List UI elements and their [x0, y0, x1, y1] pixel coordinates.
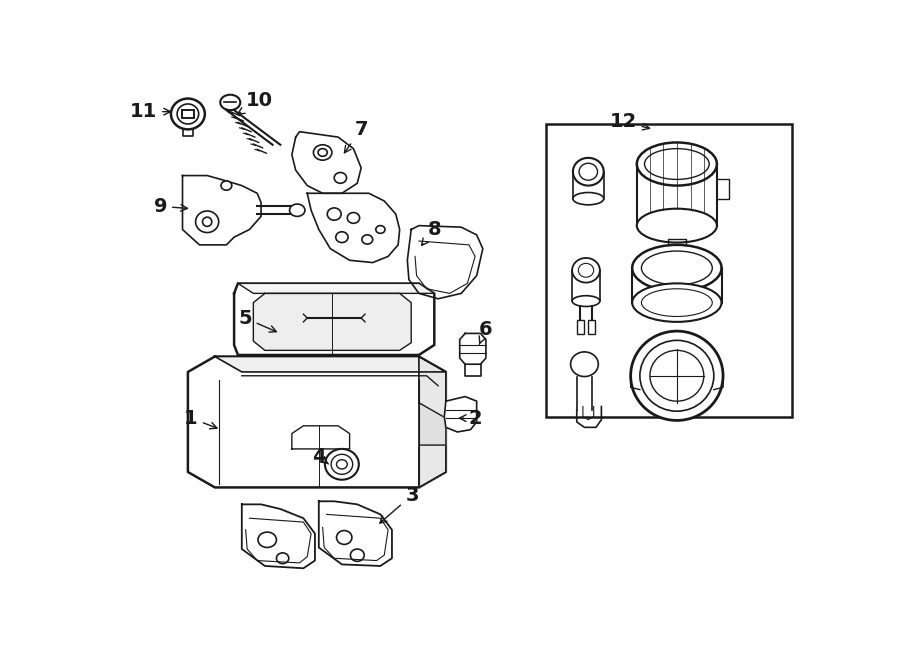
Text: 9: 9 [154, 197, 187, 216]
Ellipse shape [220, 95, 240, 110]
Bar [546, 124, 792, 416]
Ellipse shape [637, 143, 717, 186]
Ellipse shape [631, 331, 723, 420]
Ellipse shape [331, 454, 353, 475]
Ellipse shape [572, 258, 599, 283]
Ellipse shape [258, 532, 276, 547]
Text: 11: 11 [130, 102, 170, 121]
Text: 6: 6 [479, 320, 492, 344]
Polygon shape [418, 356, 446, 487]
Ellipse shape [376, 225, 385, 233]
Text: 1: 1 [184, 408, 217, 429]
Ellipse shape [637, 209, 717, 243]
Polygon shape [319, 501, 392, 566]
Ellipse shape [221, 181, 232, 190]
Text: 10: 10 [238, 91, 273, 114]
Text: 2: 2 [459, 408, 482, 428]
Polygon shape [215, 356, 446, 372]
Polygon shape [292, 132, 361, 193]
Ellipse shape [573, 192, 604, 205]
Polygon shape [234, 284, 435, 355]
Ellipse shape [177, 104, 199, 124]
Ellipse shape [347, 213, 360, 223]
Polygon shape [238, 284, 435, 293]
Bar [182, 110, 194, 118]
Ellipse shape [195, 211, 219, 233]
Ellipse shape [632, 284, 722, 322]
Ellipse shape [171, 98, 205, 130]
Ellipse shape [579, 263, 594, 277]
Text: 7: 7 [345, 120, 368, 153]
Ellipse shape [644, 149, 709, 179]
Polygon shape [408, 225, 482, 299]
Polygon shape [242, 504, 315, 568]
Ellipse shape [328, 208, 341, 220]
Ellipse shape [650, 350, 704, 401]
Ellipse shape [572, 295, 599, 307]
Ellipse shape [276, 553, 289, 564]
Ellipse shape [640, 340, 714, 411]
Text: 12: 12 [609, 112, 650, 131]
Ellipse shape [579, 163, 598, 180]
Ellipse shape [336, 232, 348, 243]
Ellipse shape [632, 245, 722, 291]
Polygon shape [183, 176, 261, 245]
Ellipse shape [337, 459, 347, 469]
Polygon shape [307, 193, 400, 262]
Ellipse shape [313, 145, 332, 160]
Text: 4: 4 [312, 447, 328, 466]
Ellipse shape [202, 217, 211, 226]
Text: 8: 8 [421, 220, 441, 245]
Polygon shape [292, 426, 349, 449]
Ellipse shape [290, 204, 305, 216]
Text: 3: 3 [380, 486, 419, 523]
Polygon shape [418, 403, 446, 445]
Polygon shape [254, 293, 411, 350]
Bar [577, 321, 584, 334]
Text: 5: 5 [238, 309, 276, 332]
Ellipse shape [642, 251, 712, 285]
Polygon shape [188, 356, 446, 487]
Ellipse shape [362, 235, 373, 244]
Ellipse shape [337, 531, 352, 545]
Polygon shape [445, 397, 477, 432]
Ellipse shape [325, 449, 359, 480]
Ellipse shape [642, 289, 712, 317]
Ellipse shape [571, 352, 598, 377]
Ellipse shape [350, 549, 365, 561]
Ellipse shape [334, 173, 346, 183]
Bar [588, 321, 595, 334]
Ellipse shape [318, 149, 328, 156]
Ellipse shape [573, 158, 604, 186]
Polygon shape [460, 333, 486, 364]
